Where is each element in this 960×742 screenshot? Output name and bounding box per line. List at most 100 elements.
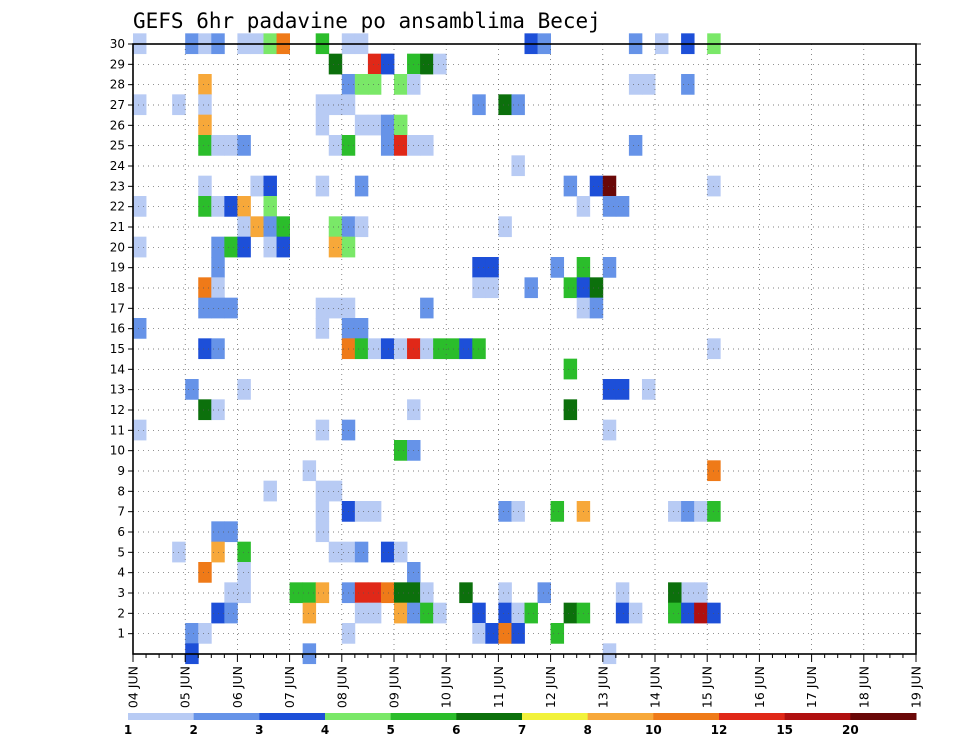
heat-cell bbox=[446, 338, 460, 360]
heat-cell bbox=[615, 379, 630, 400]
y-tick-label: 30 bbox=[110, 37, 125, 51]
heat-cell bbox=[263, 480, 277, 502]
heat-cell bbox=[668, 582, 682, 604]
heat-cell bbox=[563, 602, 578, 624]
heat-cell bbox=[224, 297, 238, 319]
heat-cell bbox=[420, 582, 434, 604]
heat-cell bbox=[394, 135, 408, 156]
colorbar-swatch bbox=[456, 713, 523, 720]
heat-cell bbox=[263, 196, 277, 217]
heat-cell bbox=[237, 236, 251, 258]
heat-cell bbox=[315, 114, 330, 136]
y-tick-label: 3 bbox=[117, 586, 125, 600]
heat-cell bbox=[198, 338, 212, 360]
heat-cell bbox=[367, 602, 382, 624]
heat-cell bbox=[315, 94, 330, 116]
colorbar-label: 12 bbox=[711, 723, 728, 737]
y-tick-label: 14 bbox=[110, 362, 125, 376]
heat-cell bbox=[302, 602, 317, 624]
x-tick-label: 16 JUN bbox=[752, 666, 767, 708]
heat-cell bbox=[237, 196, 251, 217]
heat-cell bbox=[394, 114, 408, 136]
y-tick-label: 27 bbox=[110, 98, 125, 112]
heat-cell bbox=[302, 582, 317, 604]
heat-cell bbox=[367, 53, 382, 75]
heat-cell bbox=[328, 480, 343, 502]
heat-cell bbox=[472, 257, 486, 278]
x-axis: 04 JUN 05 JUN 06 JUN 07 JUN 08 JUN 09 JUN 10 J… bbox=[126, 654, 924, 708]
heat-cell bbox=[354, 541, 369, 563]
heat-cell bbox=[681, 582, 695, 604]
colorbar-label: 8 bbox=[583, 723, 591, 737]
heat-cell bbox=[328, 297, 343, 319]
heat-cell bbox=[472, 623, 486, 644]
y-tick-label: 28 bbox=[110, 78, 125, 92]
heat-cell bbox=[263, 175, 277, 197]
heat-cell bbox=[198, 297, 212, 319]
x-tick-label: 05 JUN bbox=[178, 666, 193, 708]
y-tick-label: 5 bbox=[117, 545, 125, 559]
heat-cell bbox=[367, 582, 382, 604]
heat-cell bbox=[224, 521, 238, 543]
heat-cell bbox=[694, 602, 708, 624]
heat-cell bbox=[472, 277, 486, 299]
colorbar-label: 2 bbox=[189, 723, 197, 737]
heat-cell bbox=[498, 623, 512, 644]
heat-cell bbox=[133, 419, 147, 441]
y-tick-label: 20 bbox=[110, 240, 125, 254]
y-tick-label: 17 bbox=[110, 301, 125, 315]
x-tick-label: 07 JUN bbox=[282, 666, 297, 708]
colorbar-label: 5 bbox=[386, 723, 394, 737]
heat-cell bbox=[380, 114, 395, 136]
heat-cell bbox=[380, 541, 395, 563]
heat-cell bbox=[628, 135, 643, 156]
colorbar-label: 1 bbox=[124, 723, 132, 737]
heat-cell bbox=[668, 602, 682, 624]
heat-cell bbox=[354, 318, 369, 339]
heat-cell bbox=[563, 277, 578, 299]
colorbar-swatch bbox=[719, 713, 786, 720]
heat-cell bbox=[367, 74, 382, 95]
heat-cell bbox=[472, 338, 486, 360]
heat-cell bbox=[498, 602, 512, 624]
heat-cell bbox=[694, 582, 708, 604]
x-tick-label: 19 JUN bbox=[909, 666, 924, 708]
heat-cell bbox=[185, 623, 199, 644]
x-tick-label: 08 JUN bbox=[334, 666, 349, 708]
colorbar-swatch bbox=[522, 713, 589, 720]
heat-cell bbox=[198, 562, 212, 583]
y-tick-label: 24 bbox=[110, 159, 125, 173]
y-tick-label: 23 bbox=[110, 179, 125, 193]
x-tick-label: 12 JUN bbox=[543, 666, 558, 708]
y-tick-label: 4 bbox=[117, 566, 125, 580]
heat-cell bbox=[315, 521, 330, 543]
cells-layer bbox=[133, 33, 721, 665]
colorbar-swatch bbox=[325, 713, 392, 720]
heat-cell bbox=[133, 94, 147, 116]
x-tick-label: 14 JUN bbox=[648, 666, 663, 708]
y-tick-label: 1 bbox=[117, 627, 125, 641]
y-tick-label: 21 bbox=[110, 220, 125, 234]
heat-cell bbox=[628, 602, 643, 624]
y-tick-label: 9 bbox=[117, 464, 125, 478]
colorbar-label: 10 bbox=[645, 723, 662, 737]
colorbar-label: 4 bbox=[321, 723, 329, 737]
y-tick-label: 29 bbox=[110, 57, 125, 71]
heat-cell bbox=[302, 460, 317, 482]
heat-cell bbox=[224, 582, 238, 604]
heat-cell bbox=[380, 135, 395, 156]
heat-cell bbox=[602, 196, 617, 217]
heat-cell bbox=[315, 582, 330, 604]
heat-cell bbox=[315, 501, 330, 522]
heat-cell bbox=[420, 338, 434, 360]
heat-cell bbox=[472, 94, 486, 116]
colorbar-label: 6 bbox=[452, 723, 460, 737]
heat-cell bbox=[315, 419, 330, 441]
heat-cell bbox=[354, 216, 369, 238]
heat-cell bbox=[524, 602, 538, 624]
heat-cell bbox=[602, 175, 617, 197]
heat-cell bbox=[185, 379, 199, 400]
heat-cell bbox=[367, 114, 382, 136]
heat-cell bbox=[628, 74, 643, 95]
colorbar: 1 2 3 4 5 6 7 8 10 12 15 20 bbox=[124, 713, 917, 737]
